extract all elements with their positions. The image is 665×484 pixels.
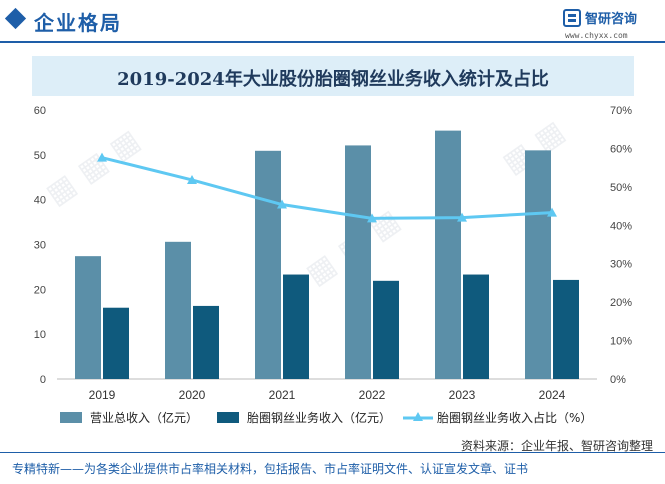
bar-bead-wire-revenue	[553, 279, 579, 379]
header-divider	[0, 41, 665, 43]
bar-total-revenue	[75, 256, 101, 379]
brand-logo: 智研咨询 www.chyxx.com	[563, 8, 663, 42]
x-tick-label: 2020	[179, 388, 206, 402]
legend-marker	[413, 412, 423, 421]
bar-bead-wire-revenue	[283, 274, 309, 379]
x-tick-label: 2023	[449, 388, 476, 402]
logo-name: 智研咨询	[585, 12, 638, 27]
line-share-marker	[277, 199, 287, 209]
legend-label: 胎圈钢丝业务收入（亿元）	[247, 410, 391, 425]
bar-bead-wire-revenue	[463, 274, 489, 379]
bar-bead-wire-revenue	[103, 307, 129, 379]
bar-bead-wire-revenue	[373, 280, 399, 379]
legend-swatch	[217, 412, 239, 423]
y-right-tick-label: 0%	[610, 374, 626, 386]
line-share	[101, 156, 553, 220]
page-header: 企业格局 智研咨询 www.chyxx.com	[0, 0, 665, 46]
line-share-marker	[457, 212, 467, 222]
y-right-tick-label: 30%	[610, 259, 632, 271]
x-tick-label: 2022	[359, 388, 386, 402]
y-right-tick-label: 60%	[610, 143, 632, 155]
y-left-tick-label: 10	[34, 329, 46, 341]
y-right-tick-label: 70%	[610, 105, 632, 117]
line-share-marker	[97, 152, 107, 162]
chart-title-band: 2019-2024年大业股份胎圈钢丝业务收入统计及占比	[32, 56, 634, 96]
section-title: 企业格局	[34, 11, 122, 35]
source-note: 资料来源：企业年报、智研咨询整理	[460, 439, 653, 453]
bar-total-revenue	[525, 150, 551, 379]
y-left-tick-label: 50	[34, 150, 46, 162]
x-tick-label: 2021	[269, 388, 296, 402]
logo-url: www.chyxx.com	[565, 31, 628, 40]
x-tick-label: 2019	[89, 388, 116, 402]
line-share-marker	[187, 174, 197, 184]
line-share-marker	[367, 213, 377, 223]
y-left-tick-label: 30	[34, 240, 46, 252]
logo-icon	[563, 9, 581, 27]
bar-total-revenue	[435, 130, 461, 379]
y-left-tick-label: 0	[40, 374, 46, 386]
bar-total-revenue	[345, 145, 371, 379]
footer-note: 专精特新——为各类企业提供市占率相关材料，包括报告、市占率证明文件、认证宣发文章…	[12, 462, 529, 476]
legend-swatch	[60, 412, 82, 423]
y-left-tick-label: 40	[34, 195, 46, 207]
legend-label: 营业总收入（亿元）	[90, 410, 198, 425]
y-right-tick-label: 40%	[610, 220, 632, 232]
y-right-tick-label: 10%	[610, 336, 632, 348]
bar-total-revenue	[165, 241, 191, 379]
footer-divider	[0, 452, 665, 453]
line-share-marker	[547, 207, 557, 217]
chart-title: 2019-2024年大业股份胎圈钢丝业务收入统计及占比	[117, 69, 549, 90]
y-left-tick-label: 60	[34, 105, 46, 117]
y-right-tick-label: 50%	[610, 182, 632, 194]
chart: 0 10 20 30 40 50 60 0% 10% 20% 30% 40% 50% 60% 70% 2019…	[34, 105, 632, 425]
y-right-tick-label: 20%	[610, 297, 632, 309]
x-tick-label: 2024	[539, 388, 566, 402]
legend-label: 胎圈钢丝业务收入占比（%）	[437, 410, 592, 425]
bar-total-revenue	[255, 150, 281, 379]
bar-bead-wire-revenue	[193, 305, 219, 379]
y-left-tick-label: 20	[34, 284, 46, 296]
